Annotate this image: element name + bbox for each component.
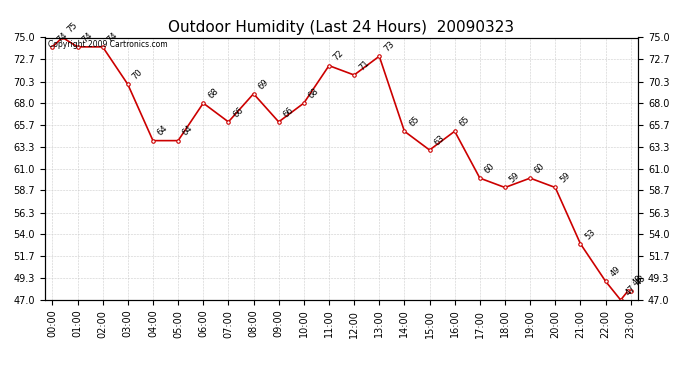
Text: 65: 65 xyxy=(457,115,471,129)
Text: 72: 72 xyxy=(332,49,346,63)
Text: 64: 64 xyxy=(156,124,170,138)
Text: 60: 60 xyxy=(533,162,546,176)
Text: 71: 71 xyxy=(357,58,371,72)
Text: 73: 73 xyxy=(382,39,396,54)
Text: 66: 66 xyxy=(231,105,245,119)
Text: 70: 70 xyxy=(130,68,144,82)
Text: 48: 48 xyxy=(633,274,647,288)
Text: 69: 69 xyxy=(256,77,270,91)
Text: 74: 74 xyxy=(55,30,69,44)
Text: 49: 49 xyxy=(609,265,622,279)
Text: 63: 63 xyxy=(433,133,446,147)
Text: 74: 74 xyxy=(80,30,95,44)
Text: 64: 64 xyxy=(181,124,195,138)
Text: 75: 75 xyxy=(66,21,79,35)
Text: 66: 66 xyxy=(282,105,295,119)
Text: 60: 60 xyxy=(482,162,497,176)
Text: 47: 47 xyxy=(624,284,638,297)
Text: 68: 68 xyxy=(306,86,321,100)
Text: 53: 53 xyxy=(583,227,597,241)
Text: 68: 68 xyxy=(206,86,220,100)
Title: Outdoor Humidity (Last 24 Hours)  20090323: Outdoor Humidity (Last 24 Hours) 2009032… xyxy=(168,20,515,35)
Text: Copyright 2009 Cartronics.com: Copyright 2009 Cartronics.com xyxy=(48,40,168,49)
Text: 48: 48 xyxy=(631,274,645,288)
Text: 59: 59 xyxy=(558,171,572,185)
Text: 74: 74 xyxy=(106,30,119,44)
Text: 59: 59 xyxy=(508,171,522,185)
Text: 65: 65 xyxy=(407,115,421,129)
